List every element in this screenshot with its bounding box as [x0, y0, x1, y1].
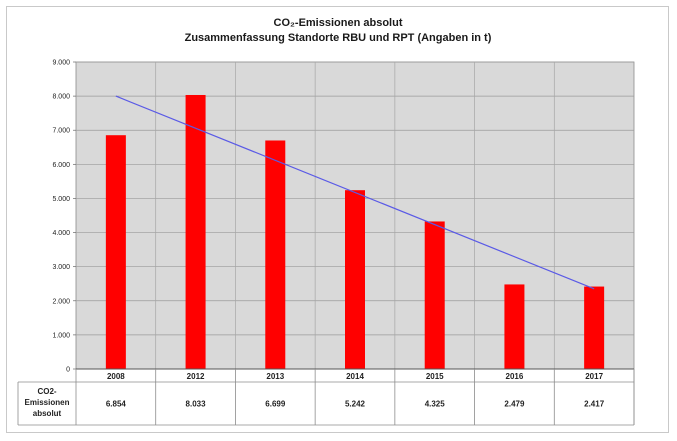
y-tick-label: 9.000	[52, 60, 70, 67]
chart-title-line1: CO₂-Emissionen absolut	[274, 17, 403, 29]
bar	[265, 140, 286, 369]
bar	[345, 190, 365, 369]
bar	[424, 221, 445, 369]
data-table-value: 2.417	[584, 400, 605, 409]
data-table-value: 5.242	[345, 400, 366, 409]
y-tick-label: 6.000	[52, 162, 70, 169]
y-tick-label: 4.000	[52, 230, 70, 237]
data-table-value: 4.325	[425, 400, 446, 409]
data-table-row-header: absolut	[33, 409, 62, 418]
x-category-label: 2008	[107, 372, 125, 381]
data-table-row-header: Emissionen	[25, 398, 70, 407]
y-tick-label: 5.000	[52, 196, 70, 203]
bar	[584, 286, 605, 369]
x-category-label: 2013	[266, 372, 284, 381]
x-category-label: 2014	[346, 372, 364, 381]
chart-title-line2: Zusammenfassung Standorte RBU und RPT (A…	[185, 32, 492, 44]
x-category-label: 2016	[506, 372, 524, 381]
bar	[185, 94, 206, 369]
bar	[105, 135, 126, 369]
y-tick-label: 7.000	[52, 128, 70, 135]
y-tick-label: 8.000	[52, 94, 70, 101]
y-tick-label: 3.000	[52, 264, 70, 271]
bar	[504, 284, 525, 369]
x-category-label: 2017	[585, 372, 603, 381]
y-tick-label: 1.000	[52, 332, 70, 339]
data-table-value: 8.033	[186, 400, 207, 409]
trendline	[115, 95, 595, 290]
y-tick-label: 0	[66, 367, 70, 374]
data-table-value: 6.854	[106, 400, 127, 409]
x-category-label: 2012	[187, 372, 205, 381]
y-tick-label: 2.000	[52, 298, 70, 305]
data-table-value: 6.699	[265, 400, 286, 409]
data-table-row-header: CO2-	[37, 387, 56, 396]
data-table-value: 2.479	[504, 400, 525, 409]
x-category-label: 2015	[426, 372, 444, 381]
